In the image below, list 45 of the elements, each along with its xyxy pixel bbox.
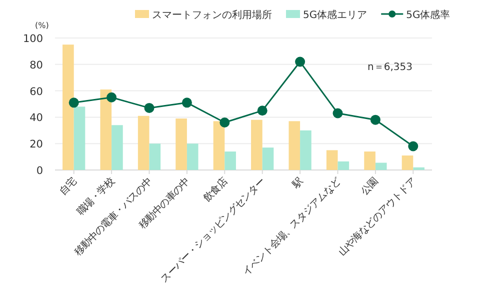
annotation: n＝6,353 (368, 62, 412, 73)
point (144, 102, 154, 113)
point (106, 92, 117, 102)
point (68, 98, 79, 108)
bar (402, 155, 414, 170)
legend-label: スマートフォンの利用場所 (152, 9, 272, 21)
legend-label: 5G体感率 (406, 9, 450, 21)
point (332, 108, 343, 118)
x-tick-label: 自宅 (57, 175, 80, 198)
point (408, 141, 418, 152)
point (182, 98, 192, 108)
bar (224, 152, 236, 170)
bar (300, 130, 312, 170)
y-tick-label: 100 (22, 33, 43, 45)
point (295, 56, 306, 67)
point (220, 117, 230, 128)
bar (326, 150, 338, 170)
x-tick-label: 飲食店 (201, 175, 230, 204)
y-axis-title: (%) (35, 21, 49, 30)
bar (149, 144, 161, 170)
bar (100, 89, 112, 170)
bar (288, 121, 300, 170)
y-tick-label: 80 (30, 59, 43, 72)
bar (138, 116, 150, 170)
y-tick-label: 0 (36, 165, 43, 177)
x-tick-label: 公園 (358, 175, 381, 198)
bar (112, 125, 123, 170)
bar (413, 167, 424, 170)
bar (213, 121, 225, 170)
x-tick-label: 駅 (290, 176, 306, 192)
bar (251, 120, 262, 170)
y-tick-label: 60 (30, 86, 43, 98)
bar (176, 118, 187, 170)
bar (375, 162, 387, 170)
y-tick-label: 20 (30, 138, 43, 151)
bar (74, 106, 86, 170)
bar (62, 44, 74, 170)
bar (364, 152, 376, 170)
y-tick-label: 40 (30, 112, 43, 124)
point (257, 106, 268, 116)
bar (338, 161, 350, 170)
bar (262, 148, 274, 170)
bar (186, 144, 198, 170)
point (370, 114, 380, 125)
legend-label: 5G体感エリア (303, 9, 368, 21)
